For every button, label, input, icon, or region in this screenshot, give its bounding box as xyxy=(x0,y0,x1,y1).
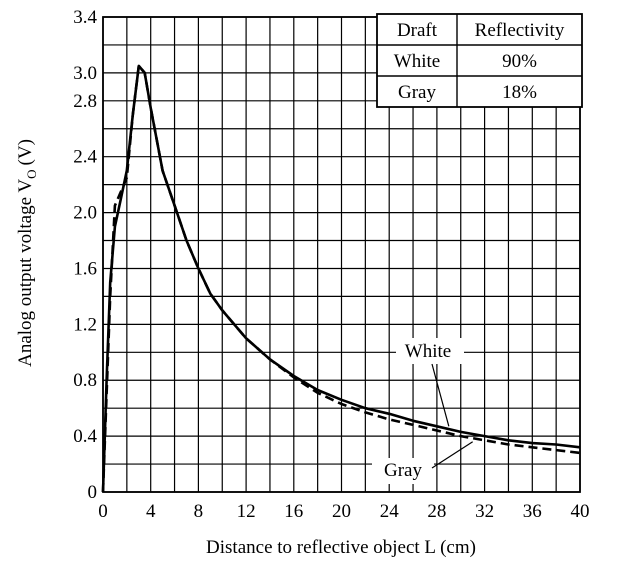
y-axis-title-unit: (V) xyxy=(15,139,36,165)
legend-table-cell: 90% xyxy=(502,51,537,72)
y-axis-title: Analog output voltage VO (V) xyxy=(15,139,39,367)
y-tick-label: 3.4 xyxy=(73,7,97,28)
x-tick-label: 32 xyxy=(475,501,494,522)
y-tick-label: 2.0 xyxy=(73,203,97,224)
series-lines xyxy=(101,64,581,493)
x-tick-label: 20 xyxy=(332,501,351,522)
x-tick-label: 36 xyxy=(523,501,542,522)
legend-table: Draft Reflectivity White 90% Gray 18% xyxy=(376,13,583,108)
annotation-background xyxy=(372,458,434,484)
y-tick-label: 1.6 xyxy=(73,258,97,279)
x-tick-label: 28 xyxy=(427,501,446,522)
x-tick-label: 16 xyxy=(284,501,303,522)
legend-table-frame xyxy=(376,13,583,108)
x-tick-label: 4 xyxy=(146,501,156,522)
annotation-pointer xyxy=(431,363,450,427)
axes xyxy=(102,16,581,493)
y-tick-label: 0.8 xyxy=(73,370,97,391)
legend-table-cell: Gray xyxy=(398,82,436,103)
x-tick-label: 0 xyxy=(98,501,108,522)
x-tick-label: 8 xyxy=(194,501,204,522)
y-tick-label: 2.4 xyxy=(73,147,97,168)
x-tick-label: 40 xyxy=(571,501,590,522)
x-tick-label: 24 xyxy=(380,501,400,522)
x-tick-label: 12 xyxy=(237,501,256,522)
y-tick-label: 1.2 xyxy=(73,314,97,335)
y-tick-label: 0.4 xyxy=(73,426,97,447)
legend-table-cell: 18% xyxy=(502,82,537,103)
plot-frame xyxy=(102,16,581,493)
x-axis-title: Distance to reflective object L (cm) xyxy=(206,537,476,558)
annotation-label-gray: Gray xyxy=(384,460,422,481)
annotation-label-white: White xyxy=(405,341,451,362)
legend-table-header: Draft xyxy=(397,20,438,41)
y-axis-title-subscript: O xyxy=(24,169,39,178)
legend-table-cell: White xyxy=(394,51,440,72)
annotation-pointer xyxy=(431,441,474,469)
y-tick-label: 3.0 xyxy=(73,63,97,84)
y-axis-title-main: Analog output voltage V xyxy=(15,179,36,367)
tick-labels: 0 4 8 12 16 20 24 28 32 36 40 0 0.4 0.8 1.2 1.6 2.0 2.4 2.… xyxy=(73,7,589,522)
y-tick-label: 2.8 xyxy=(73,91,97,112)
annotation-background xyxy=(396,338,464,364)
series-line-gray xyxy=(101,64,581,493)
legend-table-header: Reflectivity xyxy=(475,20,565,41)
y-tick-label: 0 xyxy=(88,482,98,503)
annotations: White Gray xyxy=(372,338,474,484)
